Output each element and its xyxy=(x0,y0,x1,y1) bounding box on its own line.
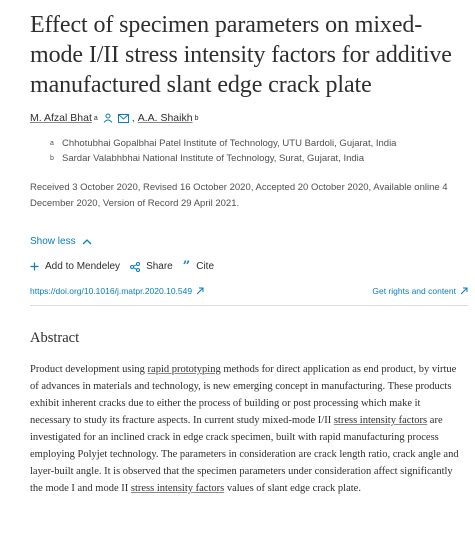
affiliation-label: a xyxy=(50,140,54,147)
doi-link[interactable]: https://doi.org/10.1016/j.matpr.2020.10.… xyxy=(30,286,204,296)
affiliation-text: Sardar Valabhbhai National Institute of … xyxy=(62,153,365,164)
topic-link-stress-intensity-factors[interactable]: stress intensity factors xyxy=(130,483,225,494)
abstract-heading: Abstract xyxy=(30,330,80,346)
get-rights-link[interactable]: Get rights and content xyxy=(372,286,468,296)
author-1-link[interactable]: M. Afzal Bhat xyxy=(30,112,92,124)
plus-icon xyxy=(30,262,39,271)
external-link-icon xyxy=(196,287,204,295)
article-title: Effect of specimen parameters on mixed-m… xyxy=(30,12,452,98)
chevron-up-icon xyxy=(82,238,92,245)
abstract-text: Product development using rapid prototyp… xyxy=(30,364,459,494)
show-less-label: Show less xyxy=(30,236,76,247)
author-separator: , xyxy=(131,112,135,124)
author-list: M. Afzal Bhat a , A.A. Shaikh b xyxy=(30,112,470,124)
affiliation-list: a Chhotubhai Gopalbhai Patel Institute o… xyxy=(30,136,470,166)
cite-button[interactable]: ” Cite xyxy=(182,258,215,274)
email-icon[interactable] xyxy=(117,113,129,123)
affiliation-text: Chhotubhai Gopalbhai Patel Institute of … xyxy=(62,138,397,149)
show-less-toggle[interactable]: Show less xyxy=(30,236,470,247)
doi-rights-row: https://doi.org/10.1016/j.matpr.2020.10.… xyxy=(30,286,468,306)
author-1-affil-sup: a xyxy=(93,114,98,122)
share-button[interactable]: Share xyxy=(130,261,173,272)
topic-link-stress-intensity-factors[interactable]: stress intensity factors xyxy=(333,415,428,426)
affiliation-item: a Chhotubhai Gopalbhai Patel Institute o… xyxy=(50,136,470,151)
quote-icon: ” xyxy=(182,258,191,274)
person-icon[interactable] xyxy=(103,113,113,123)
article-history-dates: Received 3 October 2020, Revised 16 Octo… xyxy=(30,182,448,209)
article-header: Effect of specimen parameters on mixed-m… xyxy=(30,10,470,497)
add-to-mendeley-button[interactable]: Add to Mendeley xyxy=(30,261,120,272)
external-link-icon xyxy=(460,287,468,295)
article-actions: Add to Mendeley Share ” Cite xyxy=(30,258,470,274)
share-icon xyxy=(130,261,141,272)
affiliation-label: b xyxy=(50,155,54,162)
topic-link-rapid-prototyping[interactable]: rapid prototyping xyxy=(147,364,221,375)
affiliation-item: b Sardar Valabhbhai National Institute o… xyxy=(50,151,470,166)
author-2-link[interactable]: A.A. Shaikh xyxy=(137,112,193,124)
author-2-affil-sup: b xyxy=(194,114,199,122)
